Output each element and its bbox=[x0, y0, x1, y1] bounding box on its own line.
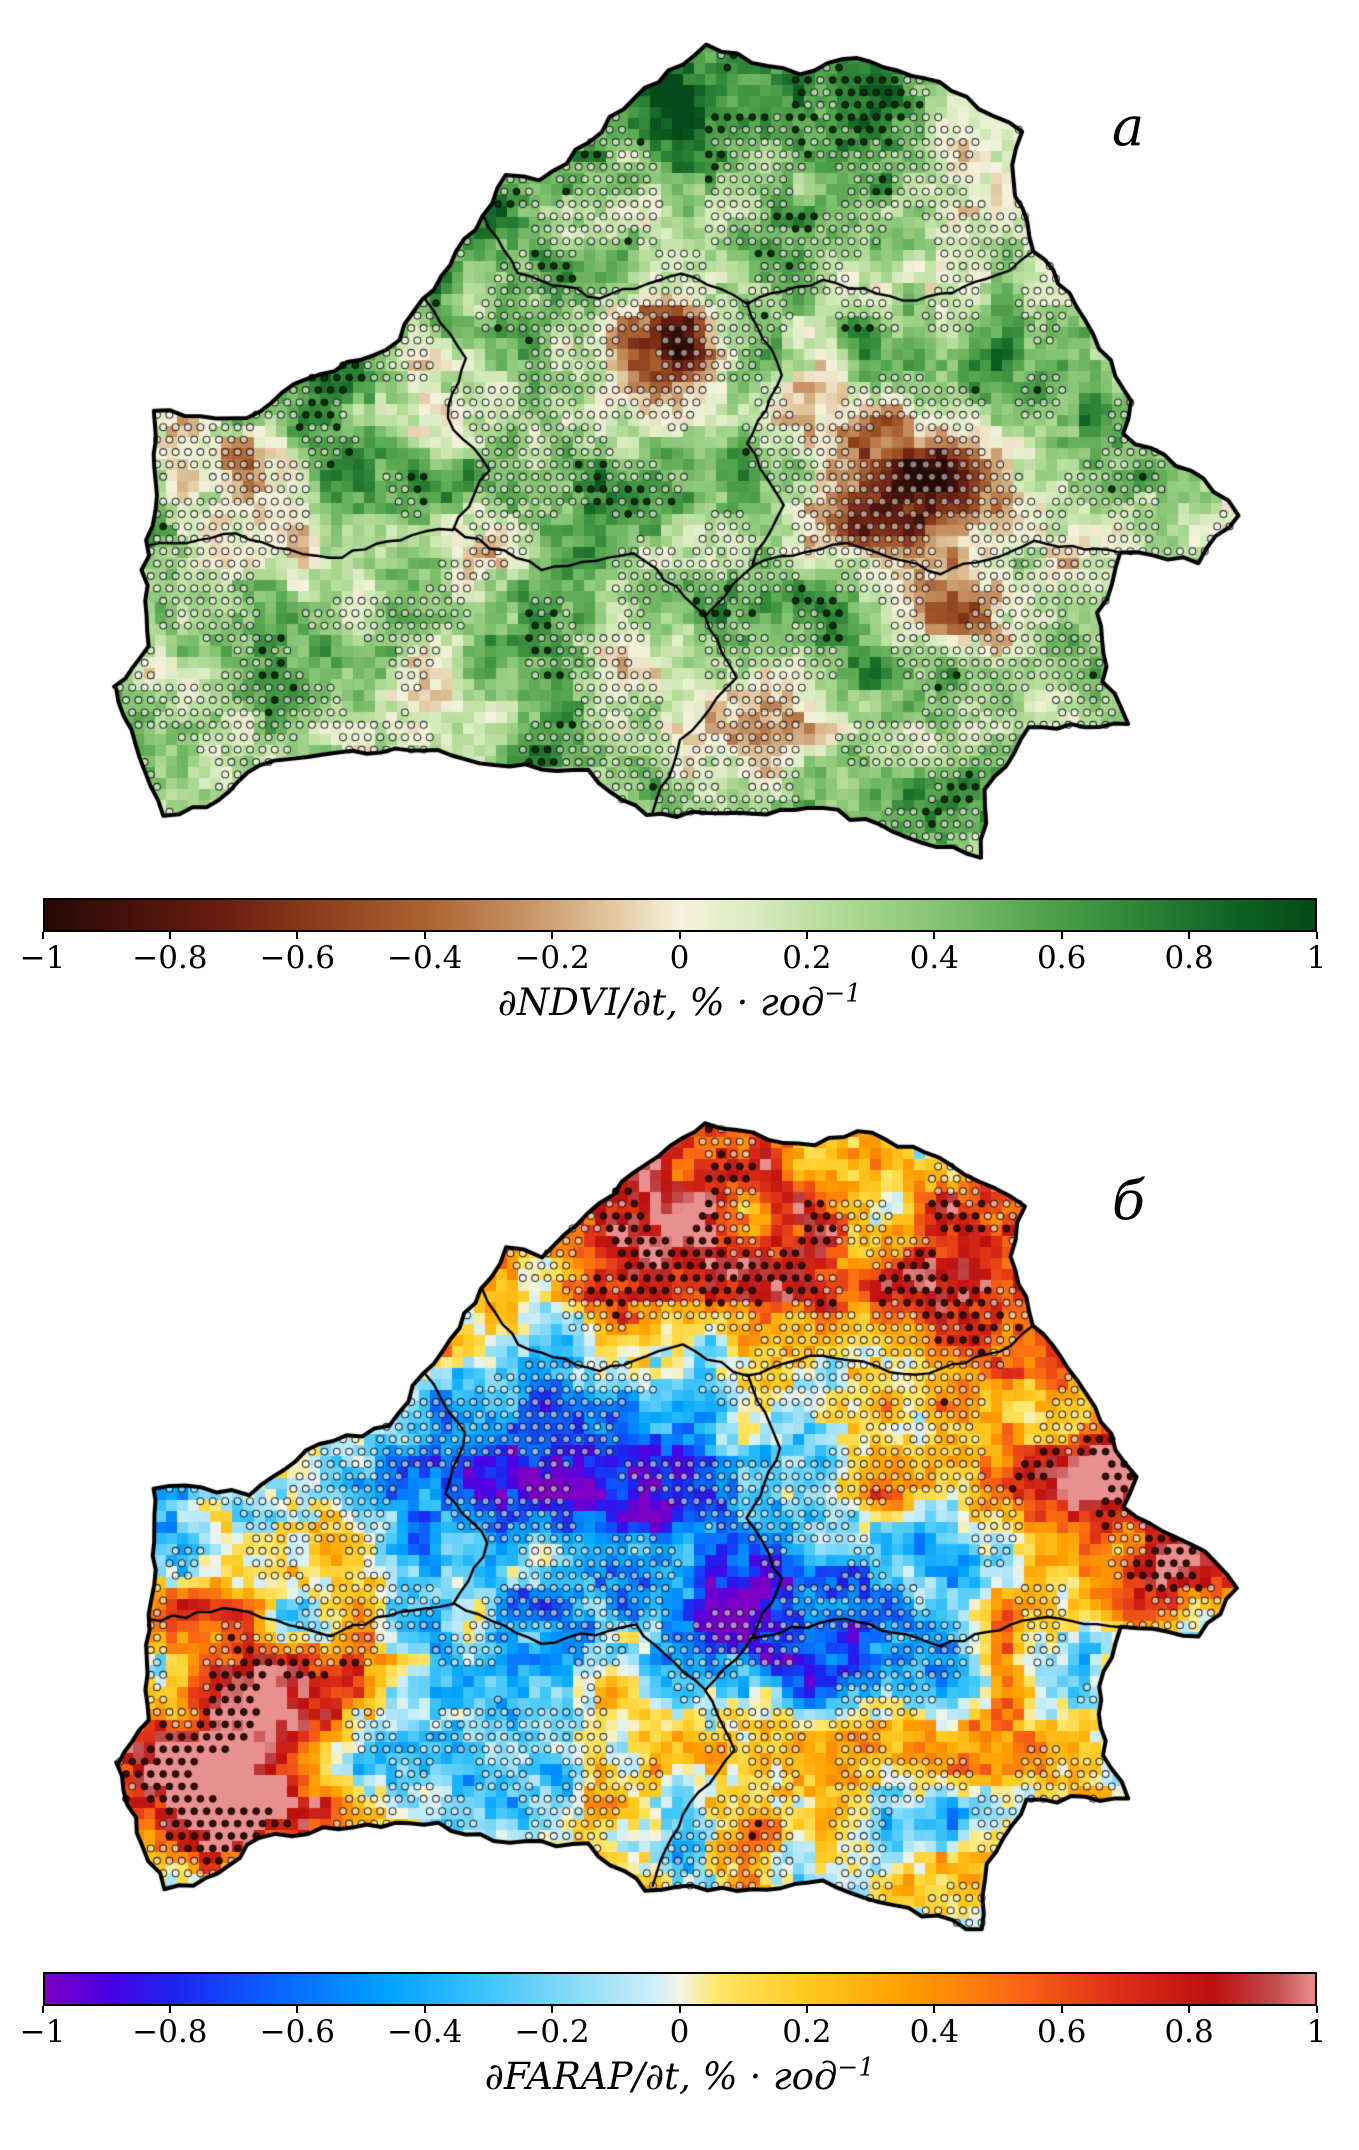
colorbar-tick-label: −0.8 bbox=[132, 2013, 208, 2050]
colorbar-tickmark bbox=[1315, 2005, 1318, 2013]
ndvi-map-canvas bbox=[0, 4, 1359, 896]
colorbar-tick-label: 0.6 bbox=[1037, 940, 1087, 976]
ndvi-map-panel: а bbox=[0, 4, 1359, 896]
colorbar-tickmark bbox=[805, 2005, 808, 2013]
colorbar-tickmark bbox=[551, 932, 554, 939]
colorbar-tickmark bbox=[41, 932, 44, 939]
colorbar-tick-label: −0.4 bbox=[387, 940, 463, 976]
colorbar-tickmark bbox=[296, 932, 299, 939]
trend-maps-figure: а −1 −0.8 −0.6 −0.4 −0.2 0 0.2 0.4 0.6 0.8 1 ∂NDVI… bbox=[0, 4, 1359, 2098]
colorbar-tickmark bbox=[423, 932, 426, 939]
ndvi-caption-text: ∂NDVI/∂t, % · год bbox=[497, 981, 825, 1024]
colorbar-tick-label: 0 bbox=[669, 940, 690, 976]
colorbar-tickmark bbox=[168, 932, 171, 939]
ndvi-colorbar-caption: ∂NDVI/∂t, % · год−1 bbox=[43, 981, 1317, 1024]
colorbar-tick-label: −0.2 bbox=[514, 2013, 590, 2050]
farap-colorbar-ticks: −1 −0.8 −0.6 −0.4 −0.2 0 0.2 0.4 0.6 0.8 1 bbox=[20, 2005, 1326, 2056]
ndvi-colorbar-ticks: −1 −0.8 −0.6 −0.4 −0.2 0 0.2 0.4 0.6 0.8 1 bbox=[20, 932, 1326, 982]
colorbar-tickmark bbox=[1188, 2005, 1191, 2013]
colorbar-tick-label: 0.2 bbox=[782, 2013, 832, 2050]
colorbar-tickmark bbox=[1188, 932, 1191, 939]
colorbar-tick-label: −1 bbox=[19, 940, 66, 976]
colorbar-tick-label: −0.2 bbox=[514, 940, 590, 976]
colorbar-tick-label: 0.8 bbox=[1164, 940, 1214, 976]
colorbar-tick-label: 0 bbox=[669, 2013, 690, 2050]
farap-map-panel: б bbox=[0, 1077, 1359, 1970]
colorbar-tick-label: −0.6 bbox=[259, 2013, 335, 2050]
ndvi-caption-exponent: −1 bbox=[824, 978, 862, 1008]
colorbar-tickmark bbox=[1060, 932, 1063, 939]
colorbar-tick-label: −0.6 bbox=[259, 940, 335, 976]
colorbar-tickmark bbox=[1315, 932, 1318, 939]
farap-colorbar-gradient bbox=[42, 1971, 1317, 2006]
farap-map-canvas bbox=[0, 1077, 1359, 1970]
colorbar-tickmark bbox=[296, 2005, 299, 2013]
colorbar-tickmark bbox=[678, 932, 681, 939]
farap-caption-exponent: −1 bbox=[837, 2052, 875, 2082]
colorbar-tickmark bbox=[41, 2005, 44, 2013]
colorbar-tick-label: −0.4 bbox=[387, 2013, 463, 2050]
colorbar-tickmark bbox=[423, 2005, 426, 2013]
colorbar-tickmark bbox=[1060, 2005, 1063, 2013]
colorbar-tick-label: 0.8 bbox=[1164, 2013, 1214, 2050]
farap-caption-text: ∂FARAP/∂t, % · год bbox=[484, 2054, 838, 2098]
panel-label-a: а bbox=[1112, 95, 1145, 158]
colorbar-tickmark bbox=[805, 932, 808, 939]
colorbar-tick-label: 0.6 bbox=[1037, 2013, 1087, 2050]
colorbar-tickmark bbox=[933, 2005, 936, 2013]
colorbar-tick-label: 1 bbox=[1306, 2013, 1327, 2050]
colorbar-tick-label: −1 bbox=[19, 2013, 66, 2050]
colorbar-tickmark bbox=[678, 2005, 681, 2013]
colorbar-tickmark bbox=[933, 932, 936, 939]
colorbar-tick-label: 0.4 bbox=[909, 2013, 959, 2050]
ndvi-colorbar-block: −1 −0.8 −0.6 −0.4 −0.2 0 0.2 0.4 0.6 0.8 1 ∂NDVI/∂… bbox=[20, 898, 1326, 1024]
colorbar-tickmark bbox=[551, 2005, 554, 2013]
colorbar-tick-label: −0.8 bbox=[132, 940, 208, 976]
farap-colorbar-caption: ∂FARAP/∂t, % · год−1 bbox=[43, 2054, 1317, 2098]
colorbar-tick-label: 0.2 bbox=[782, 940, 832, 976]
colorbar-tick-label: 0.4 bbox=[909, 940, 959, 976]
farap-colorbar-block: −1 −0.8 −0.6 −0.4 −0.2 0 0.2 0.4 0.6 0.8 1 ∂FARAP/… bbox=[20, 1971, 1326, 2098]
ndvi-colorbar-gradient bbox=[42, 898, 1317, 932]
colorbar-tick-label: 1 bbox=[1306, 940, 1327, 976]
panel-label-b: б bbox=[1112, 1168, 1145, 1232]
colorbar-tickmark bbox=[168, 2005, 171, 2013]
